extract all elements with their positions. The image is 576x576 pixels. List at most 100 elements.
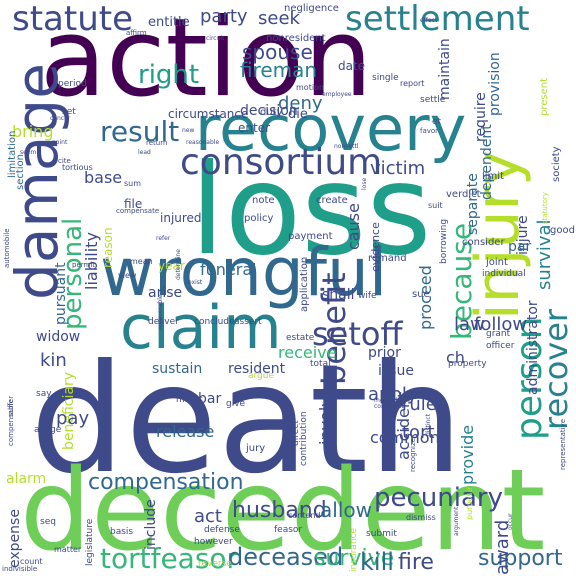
word-dismiss: dismiss [406,513,436,522]
word-cite: cite [58,157,71,165]
word-conclude: conclude [194,317,235,327]
word-joint: joint [486,257,508,268]
word-deceased: deceased [228,543,344,571]
word-recognize: recognize [409,438,417,472]
word-allow: allow [320,498,372,522]
word-statutory: statutory [541,192,549,224]
word-victim: victim [370,158,426,179]
word-seem: seem [20,149,37,156]
word-deliver: deliver [148,317,179,327]
word-recoverable: recoverable [157,294,164,330]
word-alarm: alarm [6,471,47,487]
word-wife: wife [358,291,377,301]
word-year: year [158,259,185,273]
word-date: date [338,59,366,73]
word-arise: arise [148,285,183,301]
word-common: common [370,428,440,447]
word-lead: lead [138,149,151,156]
word-period: period [58,79,87,89]
word-pursuant: pursuant [53,262,69,325]
word-medical: medical [374,397,398,404]
word-base: base [84,168,123,187]
word-claim: claim [120,293,282,363]
word-tortious: tortious [62,163,93,172]
word-negligence: negligence [284,3,339,14]
word-minor: minor [176,395,203,405]
word-report: report [400,79,425,88]
word-duty: duty [260,107,283,118]
word-settle: settle [420,95,446,105]
word-entitle: entitle [148,15,190,30]
word-administrator: administrator [525,300,541,395]
word-cause: cause [344,203,363,250]
word-complaint: complaint [374,403,404,410]
word-reason: reason [101,227,115,268]
word-result: result [100,115,180,148]
word-husband: husband [232,498,327,523]
word-feasor: feasor [274,525,303,535]
word-point: point [52,139,68,146]
word-suit: suit [428,201,443,210]
word-survive: survive [314,546,395,571]
word-single: single [372,73,399,83]
word-include: include [143,499,159,550]
word-tortfeasor: tortfeasor [100,542,239,575]
word-decedent: decedent [20,446,546,576]
word-nonsettl: nonsettl [334,143,359,150]
word-occur: occur [507,513,514,530]
word-receive: receive [278,343,337,362]
word-however: however [194,537,233,547]
word-injured: injured [160,211,202,225]
word-act: act [194,506,222,527]
word-view: view [118,271,137,280]
word-lose: lose [361,177,368,190]
word-widow: widow [36,329,81,345]
word-matter: matter [54,545,82,554]
word-require: require [473,92,489,142]
word-assert: assert [234,317,262,327]
word-right: right [138,60,200,90]
word-provision: provision [487,52,503,116]
word-provide: provide [458,424,477,485]
word-grant: grant [486,329,511,339]
word-allege: allege [34,425,62,435]
word-basis: basis [110,527,134,537]
word-deny: deny [278,93,323,114]
word-bar: bar [198,391,222,407]
word-kill: kill [360,548,394,576]
word-apply: apply [368,384,418,405]
word-note: note [252,195,275,206]
word-argument: argument [453,506,460,536]
word-death: death [30,333,464,507]
word-circuit: circuit [206,35,225,42]
word-indivisible: indivisible [2,565,38,573]
word-consortium: consortium [180,142,383,183]
word-resident: resident [228,361,286,377]
word-involve: involve [316,387,335,445]
word-setoff: setoff [312,315,403,353]
word-property: property [448,359,487,369]
word-compensate: compensate [116,207,160,215]
word-contend: contend [288,511,321,520]
word-policy: policy [244,213,274,224]
word-loss: loss [190,138,432,283]
word-support: support [478,546,563,571]
word-issue: issue [378,363,414,379]
word-favor: favor [420,127,439,135]
word-present: present [539,77,550,116]
word-party: party [200,6,248,27]
word-sue: sue [412,289,430,300]
word-fire: fire [398,550,434,575]
word-representative: representative [559,418,567,470]
word-fireman: fireman [240,58,318,82]
word-limit: limit [482,171,504,182]
word-law: law [454,314,485,335]
word-concur: concur [50,115,71,122]
word-effect: effect [420,17,438,24]
word-decision: decision [240,103,298,119]
word-pecuniary: pecuniary [374,483,503,513]
word-nonresident: nonresident [266,33,326,44]
word-release: release [156,422,215,441]
word-determine: determine [175,249,182,280]
